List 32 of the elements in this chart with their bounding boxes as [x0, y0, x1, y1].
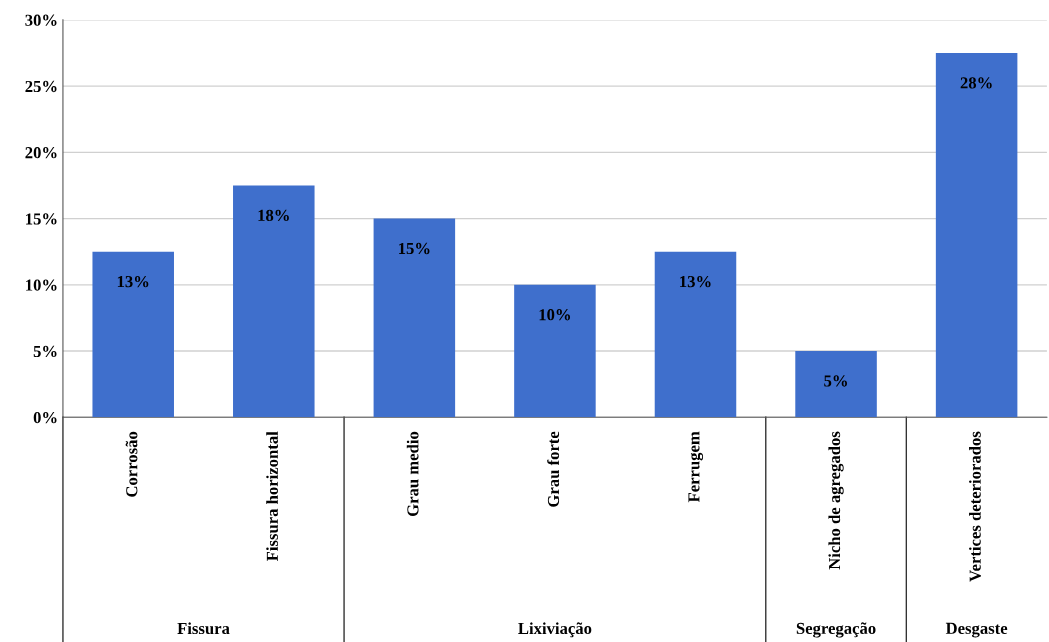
x-tick-label: Vertices deteriorados	[969, 431, 981, 582]
data-label: 28%	[960, 77, 992, 89]
y-tick-label: 25%	[25, 80, 57, 93]
x-tick-label: Nicho de agregados	[828, 431, 844, 570]
data-label: 15%	[399, 242, 430, 255]
bar	[92, 251, 174, 418]
x-tick-label: Grau medio	[406, 431, 419, 517]
data-label: 5%	[824, 375, 847, 387]
y-tick-label: 30%	[25, 14, 57, 26]
bar	[795, 351, 877, 418]
data-label: 18%	[258, 209, 289, 222]
x-tick-label: Corrosão	[125, 431, 138, 497]
text: Fissura	[177, 622, 230, 635]
bar	[935, 53, 1018, 418]
data-label: 13%	[117, 275, 149, 288]
text: Desgaste	[945, 622, 1008, 638]
y-tick-label: 0%	[33, 412, 57, 424]
text: Segregação	[796, 622, 876, 638]
bar	[514, 284, 596, 418]
bar	[654, 251, 737, 418]
y-tick-label: 5%	[33, 345, 57, 358]
bar	[233, 185, 315, 418]
y-tick-label: 10%	[26, 279, 57, 291]
data-label: 13%	[680, 275, 711, 288]
x-tick-label: Fissura horizontal	[266, 431, 278, 562]
text: Lixiviação	[518, 622, 592, 638]
x-tick-label: Ferrugem	[688, 431, 704, 503]
x-tick-label: Grau forte	[547, 431, 560, 507]
bar	[373, 218, 456, 418]
y-tick-label: 15%	[26, 213, 57, 225]
y-tick-label: 20%	[25, 147, 57, 159]
data-label: 10%	[539, 309, 571, 321]
